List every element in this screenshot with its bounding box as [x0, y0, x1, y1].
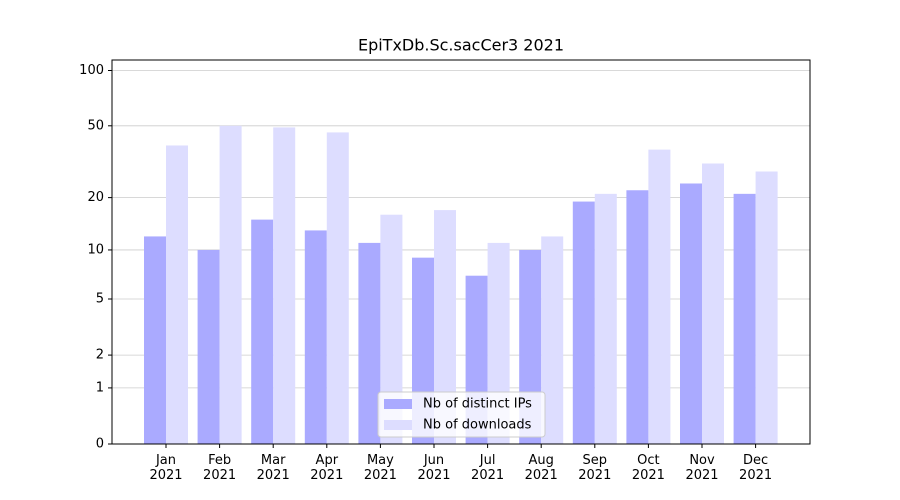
bar: [144, 236, 166, 444]
bar: [733, 193, 756, 444]
bar: [304, 230, 327, 444]
y-tick-label: 50: [87, 118, 104, 133]
x-tick-label: Oct 2021: [631, 453, 665, 483]
bar: [648, 149, 671, 445]
legend-swatch: [384, 420, 412, 430]
y-tick-label: 100: [79, 63, 104, 78]
bar: [702, 163, 724, 444]
bar: [594, 193, 617, 444]
x-tick-label: Jan 2021: [149, 453, 183, 483]
legend-swatch: [384, 399, 412, 409]
x-tick-label: Nov 2021: [685, 453, 719, 483]
bar: [572, 201, 595, 444]
bar: [626, 190, 649, 444]
bar: [680, 183, 702, 444]
x-tick-label: Feb 2021: [203, 453, 237, 483]
bar: [380, 214, 403, 444]
y-tick-label: 2: [96, 348, 104, 363]
bar: [251, 219, 274, 444]
bar: [273, 127, 296, 445]
y-tick-label: 5: [96, 291, 104, 306]
bar: [326, 132, 349, 445]
x-tick-label: Sep 2021: [578, 453, 612, 483]
legend-box: [377, 391, 546, 438]
y-tick-label: 0: [96, 437, 104, 452]
chart-title: EpiTxDb.Sc.sacCer3 2021: [358, 36, 564, 55]
bar: [197, 249, 220, 444]
bar: [434, 210, 456, 444]
x-tick-label: Jun 2021: [417, 453, 451, 483]
bar: [166, 145, 188, 444]
plot-frame: [111, 59, 811, 445]
y-tick-label: 1: [96, 380, 104, 395]
x-tick-label: Aug 2021: [524, 453, 558, 483]
bar: [219, 125, 242, 444]
x-tick-label: May 2021: [363, 453, 397, 483]
legend-label: Nb of downloads: [423, 418, 532, 433]
x-tick-label: Jul 2021: [471, 453, 505, 483]
y-tick-label: 20: [87, 190, 104, 205]
x-tick-label: Apr 2021: [310, 453, 344, 483]
legend-label: Nb of distinct IPs: [423, 397, 532, 412]
y-tick-label: 10: [87, 242, 104, 257]
x-tick-label: Dec 2021: [739, 453, 773, 483]
bar: [755, 171, 778, 444]
bar: [358, 242, 381, 444]
bar: [541, 236, 564, 444]
x-tick-label: Mar 2021: [256, 453, 290, 483]
